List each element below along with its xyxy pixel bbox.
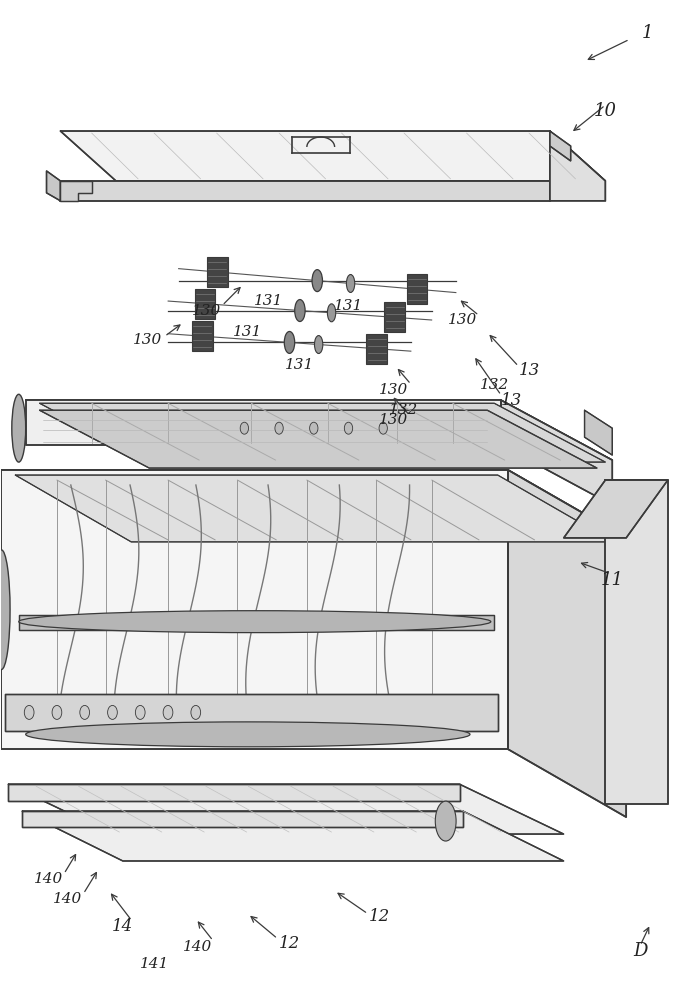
Text: 140: 140 (34, 872, 63, 886)
Ellipse shape (346, 275, 355, 292)
Text: 140: 140 (183, 940, 212, 954)
Text: 131: 131 (233, 325, 263, 339)
FancyBboxPatch shape (406, 274, 427, 304)
Text: 130: 130 (448, 314, 477, 328)
Polygon shape (22, 811, 564, 861)
Text: 141: 141 (139, 957, 169, 971)
Ellipse shape (295, 300, 305, 321)
Circle shape (80, 705, 89, 719)
Circle shape (275, 422, 283, 434)
FancyBboxPatch shape (384, 302, 405, 332)
Polygon shape (47, 171, 61, 201)
Polygon shape (1, 470, 508, 749)
Polygon shape (15, 475, 613, 542)
Text: 10: 10 (594, 102, 617, 120)
Text: 130: 130 (192, 304, 221, 318)
Ellipse shape (312, 270, 323, 292)
Text: 12: 12 (279, 935, 300, 952)
Text: 14: 14 (112, 918, 134, 935)
Polygon shape (61, 131, 606, 181)
FancyBboxPatch shape (194, 289, 215, 319)
Circle shape (107, 705, 117, 719)
Text: 131: 131 (334, 299, 363, 313)
Polygon shape (40, 410, 597, 468)
Polygon shape (550, 131, 606, 201)
Text: 11: 11 (601, 571, 624, 589)
Text: 13: 13 (519, 362, 539, 379)
Text: 130: 130 (379, 413, 408, 427)
Ellipse shape (26, 722, 470, 747)
FancyBboxPatch shape (207, 257, 228, 287)
FancyBboxPatch shape (192, 321, 213, 351)
Polygon shape (585, 410, 612, 455)
Ellipse shape (436, 801, 456, 841)
Ellipse shape (328, 304, 336, 322)
Text: 13: 13 (501, 392, 522, 409)
Circle shape (24, 705, 34, 719)
Text: D: D (633, 942, 648, 960)
Ellipse shape (314, 336, 323, 354)
Ellipse shape (12, 394, 26, 462)
Polygon shape (606, 480, 668, 804)
Ellipse shape (284, 331, 295, 353)
Polygon shape (19, 615, 494, 630)
Polygon shape (26, 400, 501, 445)
Polygon shape (501, 400, 612, 505)
Text: 1: 1 (641, 24, 653, 42)
Polygon shape (8, 784, 564, 834)
Text: 132: 132 (480, 378, 509, 392)
Text: 132: 132 (390, 403, 419, 417)
Polygon shape (40, 403, 606, 462)
Polygon shape (22, 811, 463, 827)
Circle shape (379, 422, 388, 434)
Polygon shape (5, 694, 498, 731)
Ellipse shape (19, 611, 491, 633)
Text: 12: 12 (369, 908, 390, 925)
Polygon shape (564, 480, 668, 538)
Circle shape (240, 422, 249, 434)
Circle shape (52, 705, 62, 719)
Circle shape (344, 422, 353, 434)
Polygon shape (61, 181, 550, 201)
Ellipse shape (0, 550, 10, 670)
Circle shape (135, 705, 145, 719)
Text: 130: 130 (379, 383, 408, 397)
Polygon shape (61, 181, 91, 201)
Circle shape (191, 705, 201, 719)
Text: 130: 130 (132, 333, 162, 347)
FancyBboxPatch shape (367, 334, 388, 364)
Polygon shape (508, 470, 626, 817)
Circle shape (309, 422, 318, 434)
Text: 140: 140 (53, 892, 82, 906)
Circle shape (163, 705, 173, 719)
Text: 131: 131 (285, 358, 314, 372)
Polygon shape (8, 784, 459, 801)
Polygon shape (1, 470, 626, 538)
Polygon shape (550, 131, 571, 161)
Polygon shape (26, 400, 612, 460)
Text: 131: 131 (254, 294, 283, 308)
